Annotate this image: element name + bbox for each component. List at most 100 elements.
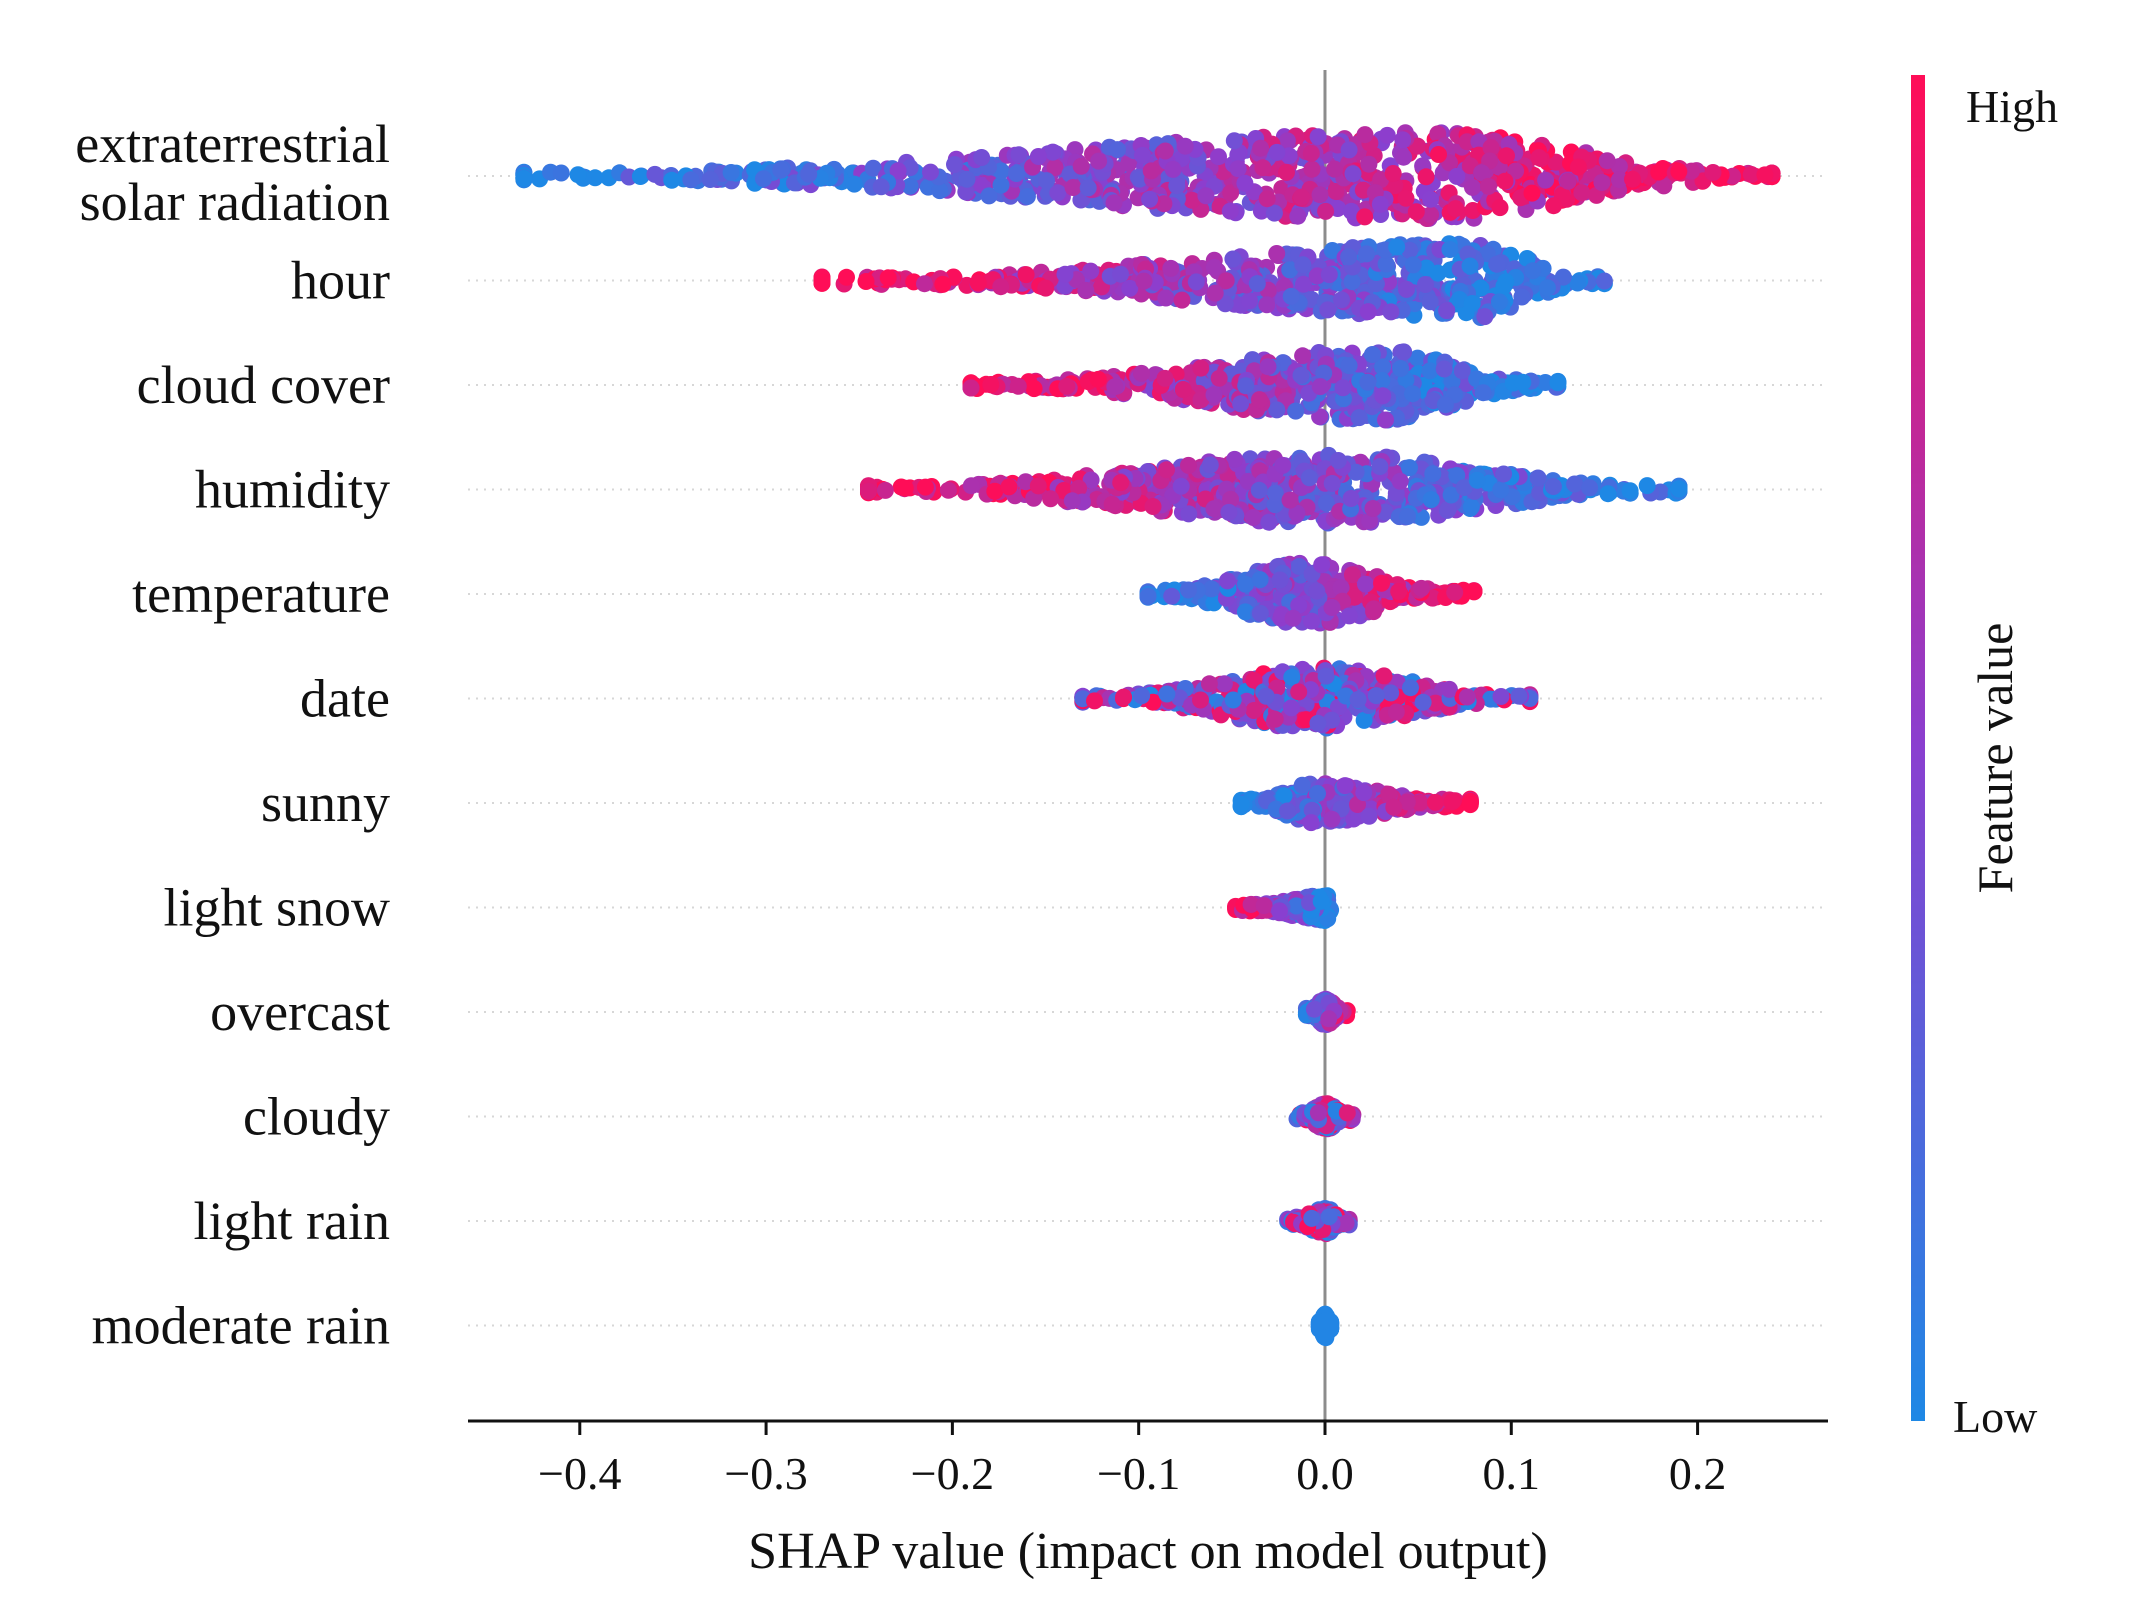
shap-dot	[1447, 200, 1465, 218]
shap-dot	[1311, 186, 1329, 204]
feature-row-dots	[860, 446, 1688, 532]
shap-dot	[1424, 465, 1442, 483]
shap-dot	[1158, 685, 1176, 703]
shap-dot	[1000, 478, 1018, 496]
shap-dot	[1255, 897, 1273, 915]
shap-dot	[1300, 469, 1318, 487]
shap-dot	[1063, 492, 1081, 510]
shap-dot	[1357, 575, 1374, 593]
shap-dot	[1498, 147, 1515, 165]
shap-dot	[857, 273, 875, 290]
shap-dot	[1275, 787, 1293, 805]
shap-dot	[1245, 702, 1263, 719]
shap-dot	[1320, 1010, 1338, 1028]
shap-dot	[1472, 279, 1490, 297]
shap-dot	[1144, 498, 1162, 515]
shap-dot	[1404, 256, 1422, 274]
shap-dot	[1288, 504, 1306, 522]
feature-label: date	[300, 669, 390, 729]
shap-dot	[1221, 202, 1239, 220]
shap-dot	[1236, 174, 1254, 192]
shap-dot	[1157, 289, 1175, 307]
shap-dot	[1172, 477, 1190, 495]
shap-dot	[1192, 691, 1209, 709]
shap-dot	[1621, 482, 1639, 500]
feature-label: humidity	[195, 460, 390, 520]
shap-dot	[1206, 284, 1224, 302]
shap-dot	[1513, 288, 1531, 306]
shap-dot	[1756, 166, 1774, 184]
shap-dot	[1326, 160, 1344, 178]
shap-dot	[1133, 687, 1151, 705]
shap-dot	[1441, 241, 1459, 258]
shap-dot	[1336, 777, 1354, 795]
shap-dot	[922, 163, 939, 181]
shap-dot	[1438, 302, 1456, 320]
shap-dot	[1224, 691, 1242, 709]
shap-dot	[860, 482, 877, 500]
shap-dot	[1254, 159, 1272, 177]
shap-dot	[1293, 776, 1311, 794]
shap-dot	[1458, 688, 1476, 706]
shap-dot	[1382, 303, 1400, 321]
shap-dot	[1435, 360, 1453, 378]
shap-dot	[1313, 556, 1331, 574]
feature-row-dots	[1074, 659, 1539, 737]
shap-dot	[1302, 144, 1320, 162]
shap-dot	[800, 165, 818, 183]
shap-dot	[916, 478, 934, 496]
shap-dot	[1121, 279, 1139, 297]
shap-dot	[1103, 495, 1121, 513]
shap-dot	[1251, 391, 1268, 409]
shap-dot	[1463, 295, 1481, 312]
shap-dot	[515, 170, 533, 187]
shap-dot	[663, 171, 681, 189]
shap-dot	[1343, 566, 1361, 584]
shap-dot	[1349, 691, 1367, 708]
shap-dot	[958, 170, 976, 188]
shap-dot	[1309, 714, 1327, 732]
shap-dot	[1412, 579, 1430, 597]
shap-dot	[1135, 272, 1153, 290]
shap-dot	[813, 273, 831, 291]
shap-dot	[1106, 378, 1124, 396]
x-tick-label: −0.1	[1097, 1448, 1180, 1499]
shap-dot	[1395, 148, 1413, 166]
shap-dot	[1398, 280, 1415, 298]
feature-label: cloudy	[243, 1087, 390, 1147]
x-tick-label: 0.0	[1296, 1448, 1354, 1499]
shap-dot	[1461, 257, 1479, 275]
shap-dot	[1156, 142, 1174, 160]
shap-dot	[1554, 268, 1572, 286]
shap-dot	[1244, 509, 1262, 526]
shap-dot	[1559, 172, 1577, 190]
shap-dot	[1303, 160, 1321, 178]
shap-dot	[1303, 1209, 1321, 1227]
shap-dot	[1183, 191, 1201, 209]
shap-dot	[1544, 478, 1562, 495]
shap-dot	[1476, 308, 1494, 326]
shap-dot	[1215, 675, 1233, 693]
shap-dot	[1203, 580, 1220, 598]
feature-row-dots	[813, 235, 1613, 326]
shap-dot	[1133, 364, 1150, 382]
shap-dot	[1365, 600, 1383, 618]
shap-dot	[1303, 801, 1321, 819]
shap-dot	[1538, 279, 1556, 297]
row-guides	[468, 175, 1828, 1327]
shap-dot	[1090, 152, 1108, 170]
shap-dot	[1232, 395, 1250, 413]
shap-dot	[1358, 245, 1375, 263]
shap-dot	[1569, 274, 1587, 292]
shap-dot	[1232, 795, 1250, 813]
shap-dot	[1682, 162, 1700, 180]
shap-dot	[1442, 486, 1460, 504]
shap-dot	[1426, 694, 1444, 712]
shap-dot	[1268, 245, 1286, 262]
shap-dot	[1259, 358, 1277, 376]
shap-dot	[1373, 574, 1390, 592]
shap-dot	[1210, 148, 1227, 166]
feature-row-dots	[1310, 1305, 1340, 1347]
shap-dot	[1082, 471, 1100, 489]
shap-dot	[1070, 479, 1088, 497]
